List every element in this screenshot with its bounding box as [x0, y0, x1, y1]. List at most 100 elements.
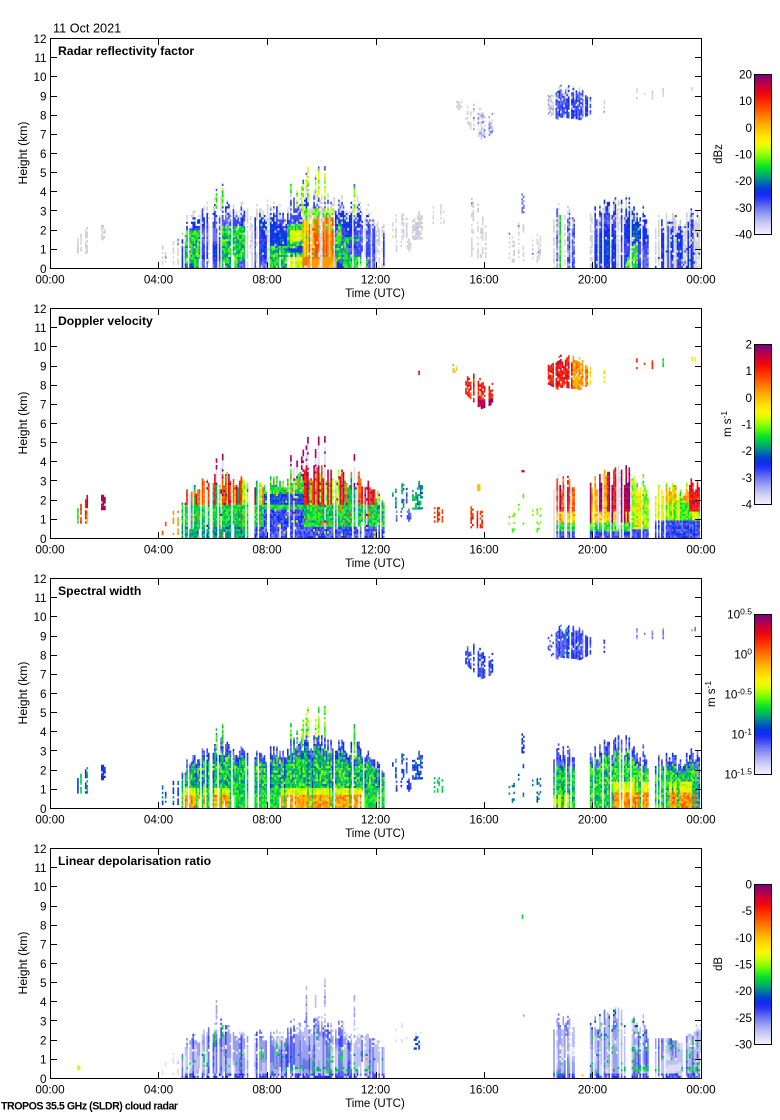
svg-text:1: 1 — [745, 365, 752, 378]
svg-text:12: 12 — [33, 843, 46, 856]
svg-text:3: 3 — [40, 205, 47, 218]
svg-text:0: 0 — [40, 263, 47, 276]
svg-text:16:00: 16:00 — [469, 1084, 499, 1097]
svg-text:Linear depolarisation ratio: Linear depolarisation ratio — [58, 854, 211, 868]
svg-text:04:00: 04:00 — [144, 544, 174, 557]
svg-text:7: 7 — [40, 129, 47, 142]
svg-text:12:00: 12:00 — [361, 1084, 391, 1097]
svg-text:00:00: 00:00 — [35, 814, 65, 827]
svg-text:11: 11 — [34, 52, 46, 65]
svg-text:0: 0 — [40, 803, 47, 816]
svg-text:16:00: 16:00 — [469, 814, 499, 827]
svg-text:6: 6 — [40, 688, 47, 701]
svg-text:12:00: 12:00 — [361, 544, 391, 557]
svg-text:3: 3 — [40, 745, 47, 758]
svg-text:11: 11 — [34, 322, 46, 335]
svg-text:00:00: 00:00 — [686, 274, 716, 287]
svg-text:Height (km): Height (km) — [16, 392, 30, 455]
svg-text:Time (UTC): Time (UTC) — [345, 828, 405, 840]
svg-text:4: 4 — [40, 456, 47, 469]
svg-text:Height (km): Height (km) — [16, 662, 30, 725]
svg-text:12: 12 — [33, 33, 46, 46]
svg-text:9: 9 — [40, 360, 47, 373]
svg-text:9: 9 — [40, 900, 47, 913]
svg-text:9: 9 — [40, 630, 47, 643]
svg-text:4: 4 — [40, 186, 47, 199]
svg-text:04:00: 04:00 — [144, 1084, 174, 1097]
svg-text:1: 1 — [40, 514, 47, 527]
svg-text:3: 3 — [40, 475, 47, 488]
svg-text:-20: -20 — [735, 175, 752, 188]
svg-text:00:00: 00:00 — [35, 544, 65, 557]
svg-text:12: 12 — [33, 303, 46, 316]
svg-text:1: 1 — [40, 244, 47, 257]
svg-text:1: 1 — [40, 784, 47, 797]
svg-text:04:00: 04:00 — [144, 274, 174, 287]
svg-text:08:00: 08:00 — [252, 1084, 282, 1097]
svg-text:Time (UTC): Time (UTC) — [345, 558, 405, 570]
svg-text:Time (UTC): Time (UTC) — [345, 1098, 405, 1110]
svg-text:7: 7 — [40, 399, 47, 412]
svg-text:-10: -10 — [735, 149, 752, 162]
svg-text:4: 4 — [40, 726, 47, 739]
svg-text:-10: -10 — [735, 932, 752, 945]
svg-text:08:00: 08:00 — [252, 544, 282, 557]
svg-text:08:00: 08:00 — [252, 274, 282, 287]
svg-text:-30: -30 — [735, 202, 752, 215]
svg-text:6: 6 — [40, 418, 47, 431]
svg-text:-2: -2 — [742, 445, 752, 458]
svg-text:10: 10 — [33, 341, 47, 354]
svg-text:10: 10 — [33, 881, 47, 894]
svg-text:0: 0 — [745, 879, 752, 892]
svg-text:Doppler velocity: Doppler velocity — [58, 314, 153, 328]
svg-text:04:00: 04:00 — [144, 814, 174, 827]
svg-text:-4: -4 — [742, 499, 753, 512]
svg-text:Time (UTC): Time (UTC) — [345, 288, 405, 300]
svg-text:-20: -20 — [735, 985, 752, 998]
svg-text:-25: -25 — [735, 1012, 752, 1025]
svg-text:00:00: 00:00 — [35, 1084, 65, 1097]
svg-text:0: 0 — [745, 392, 752, 405]
svg-text:20:00: 20:00 — [578, 544, 608, 557]
svg-text:12:00: 12:00 — [361, 274, 391, 287]
svg-text:11: 11 — [34, 862, 46, 875]
svg-text:5: 5 — [40, 167, 47, 180]
svg-text:8: 8 — [40, 380, 47, 393]
svg-text:5: 5 — [40, 977, 47, 990]
svg-text:9: 9 — [40, 90, 47, 103]
svg-text:2: 2 — [40, 495, 47, 508]
svg-text:8: 8 — [40, 920, 47, 933]
svg-text:11: 11 — [34, 592, 46, 605]
svg-text:7: 7 — [40, 669, 47, 682]
svg-text:5: 5 — [40, 437, 47, 450]
svg-text:00:00: 00:00 — [35, 274, 65, 287]
svg-text:00:00: 00:00 — [686, 814, 716, 827]
svg-text:-15: -15 — [735, 959, 752, 972]
svg-text:5: 5 — [40, 707, 47, 720]
svg-text:12: 12 — [33, 573, 46, 586]
svg-text:00:00: 00:00 — [686, 544, 716, 557]
svg-text:8: 8 — [40, 650, 47, 663]
svg-text:-1: -1 — [742, 419, 752, 432]
svg-text:20:00: 20:00 — [578, 814, 608, 827]
svg-text:Height (km): Height (km) — [16, 932, 30, 995]
svg-text:-3: -3 — [742, 472, 752, 485]
svg-text:2: 2 — [745, 339, 752, 352]
svg-text:6: 6 — [40, 148, 47, 161]
svg-text:-40: -40 — [735, 229, 752, 242]
svg-text:Radar reflectivity factor: Radar reflectivity factor — [58, 44, 194, 58]
svg-text:1: 1 — [40, 1054, 47, 1067]
svg-text:20:00: 20:00 — [578, 1084, 608, 1097]
svg-text:7: 7 — [40, 939, 47, 952]
svg-text:12:00: 12:00 — [361, 814, 391, 827]
svg-text:0: 0 — [745, 122, 752, 135]
svg-text:10: 10 — [33, 611, 47, 624]
svg-text:16:00: 16:00 — [469, 544, 499, 557]
svg-text:3: 3 — [40, 1015, 47, 1028]
svg-text:20:00: 20:00 — [578, 274, 608, 287]
svg-text:08:00: 08:00 — [252, 814, 282, 827]
svg-text:2: 2 — [40, 225, 47, 238]
svg-text:TROPOS 35.5 GHz (SLDR) cloud r: TROPOS 35.5 GHz (SLDR) cloud radar — [1, 1101, 178, 1113]
svg-text:0: 0 — [40, 1073, 47, 1086]
svg-text:2: 2 — [40, 1035, 47, 1048]
